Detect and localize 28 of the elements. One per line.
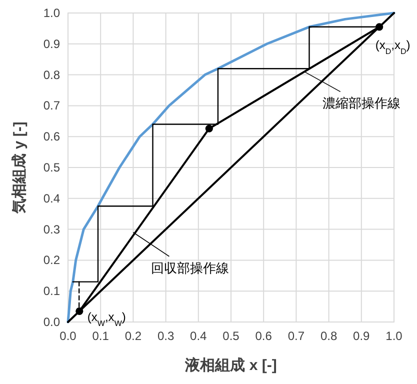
x-tick-label: 0.9: [353, 329, 370, 343]
x-axis-title: 液相組成 x [-]: [184, 356, 277, 374]
y-tick-label: 0.2: [43, 253, 60, 268]
y-tick-label: 0.3: [43, 222, 60, 236]
x-tick-label: 0.5: [222, 329, 240, 343]
x-tick-label: 0.1: [92, 329, 110, 343]
x-tick-label: 0.6: [255, 329, 272, 343]
y-tick-label: 0.4: [43, 191, 60, 206]
y-tick-label: 0.1: [43, 284, 60, 298]
x-tick-label: 1.0: [386, 329, 403, 343]
annotation: 回収部操作線: [151, 260, 230, 276]
annotation: (x$_{D}$,x$_{D}$): [375, 38, 410, 56]
x-tick-label: 0.2: [124, 329, 142, 343]
y-tick-label: 0.8: [43, 68, 60, 82]
x-tick-label: 0.7: [288, 329, 305, 343]
annotation: 濃縮部操作線: [322, 96, 400, 111]
x-tick-label: 0.4: [190, 329, 208, 343]
x-tick-label: 0.0: [60, 329, 77, 343]
y-tick-label: 0.7: [43, 98, 60, 113]
annotation: (x$_{W}$,x$_{W}$): [87, 310, 126, 328]
y-tick-label: 1.0: [43, 6, 60, 20]
x-tick-label: 0.8: [320, 329, 338, 343]
y-tick-label: 0.6: [43, 130, 60, 144]
y-tick-label: 0.9: [43, 36, 60, 51]
y-axis-title: 気相組成 y [-]: [11, 122, 28, 214]
x-tick-label: 0.3: [157, 329, 174, 343]
y-tick-label: 0.5: [43, 160, 60, 174]
y-tick-label: 0.0: [43, 315, 60, 329]
